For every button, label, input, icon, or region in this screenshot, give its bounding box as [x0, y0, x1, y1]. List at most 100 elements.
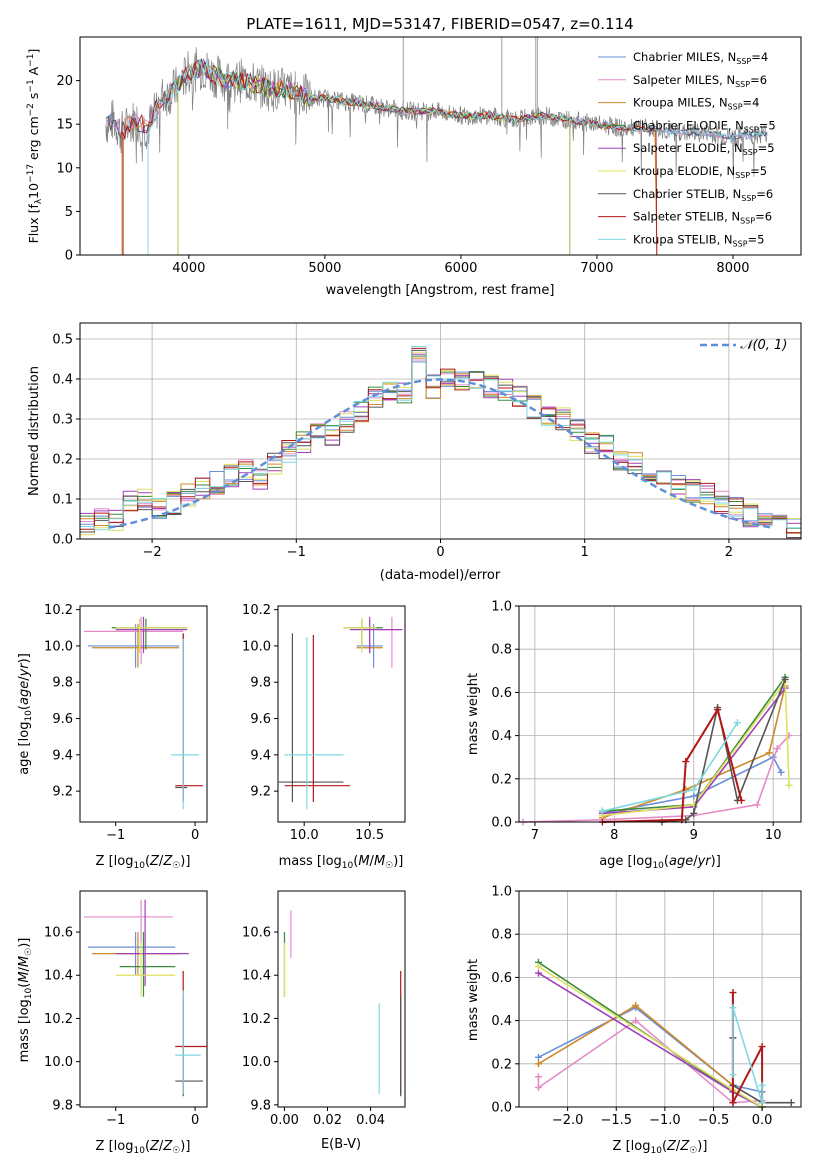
- mass-vs-ebv-y-tick-label: 10.4: [242, 969, 271, 984]
- legend-label-kroupa-stelib: Kroupa STELIB, NSSP=5: [633, 232, 764, 248]
- mass-weight-vs-age-line-salpeter-miles: [522, 735, 790, 823]
- observed-spectrum-line: [105, 47, 768, 180]
- mass-vs-metallicity-y-tick-label: 9.8: [52, 1098, 73, 1113]
- residuals-x-tick-label: 1: [581, 545, 589, 560]
- model-spectrum-kroupa-stelib: [147, 59, 766, 255]
- age-vs-mass-x-tick-label: 10.0: [290, 828, 319, 843]
- residual-histogram-kroupa-miles: [80, 357, 801, 534]
- mass-weight-vs-age-point-salpeter-stelib: [682, 758, 690, 766]
- residuals-y-axis-label: Normed distribution: [27, 366, 42, 496]
- mass-weight-vs-age-line-chabrier-miles: [602, 756, 782, 815]
- spectrum-x-tick-label: 8000: [716, 261, 749, 276]
- spectrum-y-tick-label: 10: [56, 161, 73, 176]
- mass-weight-vs-age-point-chabrier-stelib: [781, 675, 789, 683]
- mass-weight-vs-age-y-tick-label: 0.6: [491, 686, 512, 701]
- age-vs-metallicity-y-tick-label: 9.2: [52, 785, 73, 800]
- mass-weight-vs-age-y-tick-label: 0.2: [491, 772, 512, 787]
- age-vs-mass-x-tick-label: 10.5: [355, 828, 384, 843]
- legend-label-chabrier-stelib: Chabrier STELIB, NSSP=6: [633, 187, 773, 203]
- mass-weight-vs-metallicity-y-tick-label: 0.6: [491, 971, 512, 986]
- age-vs-metallicity-chart: −1 09.29.49.69.810.010.2 Z [log10(Z/Z☉)] …: [17, 603, 208, 871]
- mass-weight-vs-metallicity-y-tick-label: 1.0: [491, 885, 512, 900]
- mass-weight-vs-metallicity-point-salpeter-stelib: [758, 1043, 766, 1051]
- mass-weight-vs-age-y-tick-label: 0.0: [491, 816, 512, 831]
- age-vs-metallicity-y-tick-label: 9.6: [52, 712, 73, 727]
- mass-weight-vs-metallicity-point-kroupa-elodie: [534, 963, 542, 971]
- mass-vs-metallicity-y-axis-label: mass [log10(M/M☉)]: [17, 938, 34, 1063]
- spectrum-y-axis-label: Flux [fλ10−17 erg cm−2 s−1 A−1]: [26, 49, 44, 244]
- mass-vs-ebv-y-tick-label: 10.0: [242, 1055, 271, 1070]
- mass-vs-metallicity-x-tick-label: −1: [106, 1113, 125, 1128]
- normal-distribution-curve: [108, 378, 773, 529]
- mass-weight-vs-age-line-kroupa-elodie: [602, 679, 790, 817]
- mass-weight-vs-metallicity-plot-area: [519, 891, 801, 1107]
- mass-vs-ebv-frame: [277, 890, 406, 1108]
- mass-weight-vs-age-point-kroupa-stelib: [733, 719, 741, 727]
- spectrum-y-tick-label: 15: [56, 118, 73, 133]
- age-vs-mass-y-tick-label: 9.4: [250, 748, 271, 763]
- age-vs-metallicity-x-tick-label: −1: [106, 828, 125, 843]
- mass-weight-vs-metallicity-y-tick-label: 0.0: [491, 1101, 512, 1116]
- mass-vs-metallicity-y-tick-label: 10.2: [44, 1012, 73, 1027]
- mass-weight-vs-metallicity-x-axis-label: Z [log10(Z/Z☉)]: [613, 1139, 708, 1156]
- mass-weight-vs-age-y-tick-label: 0.4: [491, 729, 512, 744]
- mass-weight-vs-metallicity-point-salpeter-miles: [632, 1017, 640, 1025]
- spectrum-frame: [79, 36, 802, 256]
- legend-label-kroupa-elodie: Kroupa ELODIE, NSSP=5: [633, 164, 767, 180]
- mass-weight-vs-metallicity-point-chabrier-miles: [534, 1053, 542, 1061]
- age-vs-mass-y-tick-label: 9.2: [250, 785, 271, 800]
- mass-vs-ebv-x-tick-label: 0.00: [270, 1113, 299, 1128]
- mass-weight-vs-age-chart: 7 8 9 10 0.0 0.2 0.4 0.6 0.8 1.0 age [log10(age/y…: [466, 600, 802, 871]
- mass-weight-vs-metallicity-y-tick-label: 0.4: [491, 1014, 512, 1029]
- residuals-y-tick-label: 0.1: [52, 493, 73, 508]
- mass-vs-ebv-x-tick-label: 0.02: [313, 1113, 342, 1128]
- mass-vs-ebv-y-tick-label: 9.8: [250, 1098, 271, 1113]
- mass-vs-metallicity-chart: −1 0 9.8 10.0 10.2 10.4 10.6 Z [log10(Z/Z☉)] m…: [17, 890, 208, 1156]
- mass-weight-vs-age-point-chabrier-stelib: [690, 809, 698, 817]
- mass-weight-vs-age-point-salpeter-stelib: [737, 796, 745, 804]
- mass-weight-vs-age-x-tick-label: 8: [610, 828, 618, 843]
- mass-vs-metallicity-frame: [79, 890, 208, 1108]
- age-vs-metallicity-y-tick-label: 10.2: [44, 603, 73, 618]
- spectrum-x-tick-label: 7000: [580, 261, 613, 276]
- mass-weight-vs-metallicity-x-tick-label: 0.0: [752, 1113, 773, 1128]
- legend-label-salpeter-stelib: Salpeter STELIB, NSSP=6: [633, 210, 772, 226]
- age-vs-mass-y-tick-label: 9.6: [250, 712, 271, 727]
- mass-vs-metallicity-y-tick-label: 10.0: [44, 1055, 73, 1070]
- mass-weight-vs-metallicity-point-salpeter-stelib: [729, 1099, 737, 1107]
- residuals-x-tick-label: −1: [287, 545, 306, 560]
- mass-weight-vs-metallicity-point-kroupa-stelib: [758, 1099, 766, 1107]
- mass-weight-vs-age-point-kroupa-stelib: [690, 786, 698, 794]
- spectrum-x-tick-label: 5000: [308, 261, 341, 276]
- spectrum-y-tick-label: 20: [56, 74, 73, 89]
- mass-weight-vs-metallicity-x-tick-label: −1.5: [600, 1113, 632, 1128]
- spectrum-y-tick-label: 5: [65, 205, 73, 220]
- residuals-x-axis-label: (data-model)/error: [380, 568, 501, 583]
- age-vs-metallicity-y-tick-label: 9.4: [52, 748, 73, 763]
- figure-title: PLATE=1611, MJD=53147, FIBERID=0547, z=0…: [246, 15, 633, 33]
- mass-weight-vs-metallicity-y-tick-label: 0.2: [491, 1057, 512, 1072]
- age-vs-mass-frame: [277, 605, 406, 823]
- mass-vs-ebv-y-tick-label: 10.6: [242, 926, 271, 941]
- age-vs-metallicity-y-tick-label: 10.0: [44, 639, 73, 654]
- mass-weight-vs-age-y-tick-label: 0.8: [491, 643, 512, 658]
- mass-weight-vs-metallicity-x-tick-label: −1.0: [649, 1113, 681, 1128]
- mass-weight-vs-metallicity-point-salpeter-miles: [534, 1073, 542, 1081]
- age-vs-mass-y-tick-label: 9.8: [250, 676, 271, 691]
- age-vs-mass-x-axis-label: mass [log10(M/M☉)]: [279, 854, 404, 871]
- residuals-y-tick-label: 0.2: [52, 453, 73, 468]
- mass-weight-vs-metallicity-frame: [518, 890, 802, 1108]
- age-vs-metallicity-y-axis-label: age [log10(age/yr)]: [17, 653, 34, 775]
- age-vs-mass-chart: 10.0 10.5 9.2 9.4 9.6 9.8 10.0 10.2 mass [log10…: [242, 603, 406, 871]
- legend-label-salpeter-elodie: Salpeter ELODIE, NSSP=5: [633, 141, 775, 157]
- age-vs-metallicity-x-tick-label: 0: [191, 828, 199, 843]
- mass-weight-vs-metallicity-point-salpeter-miles: [534, 1084, 542, 1092]
- mass-weight-vs-age-point-kroupa-elodie: [785, 781, 793, 789]
- residuals-x-tick-label: 0: [436, 545, 444, 560]
- mass-vs-metallicity-y-tick-label: 10.4: [44, 969, 73, 984]
- mass-vs-metallicity-x-tick-label: 0: [191, 1113, 199, 1128]
- spectrum-x-axis-label: wavelength [Angstrom, rest frame]: [326, 283, 555, 298]
- mass-weight-vs-age-plot-area: [519, 606, 801, 822]
- mass-weight-vs-metallicity-point-salpeter-stelib: [729, 989, 737, 997]
